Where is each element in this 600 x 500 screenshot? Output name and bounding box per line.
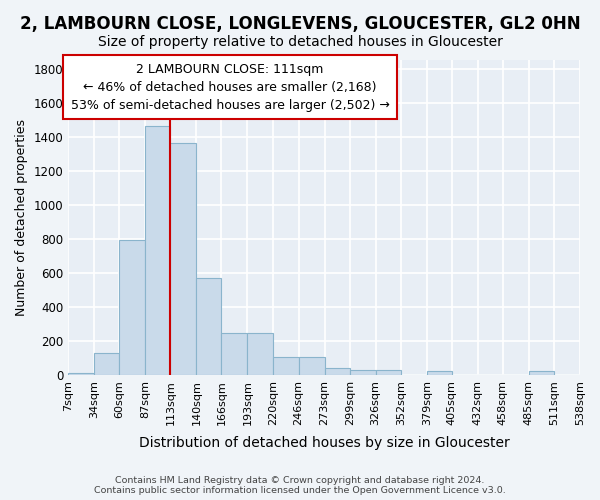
Bar (325, 368, 350, 375)
Text: 2, LAMBOURN CLOSE, LONGLEVENS, GLOUCESTER, GL2 0HN: 2, LAMBOURN CLOSE, LONGLEVENS, GLOUCESTE… (20, 15, 580, 33)
Bar (299, 357, 325, 375)
Text: Contains HM Land Registry data © Crown copyright and database right 2024.
Contai: Contains HM Land Registry data © Crown c… (94, 476, 506, 495)
Bar (68, 373, 94, 375)
Bar (376, 370, 401, 375)
Bar (274, 357, 299, 375)
Bar (247, 333, 274, 375)
Bar (94, 353, 119, 375)
Bar (196, 278, 221, 375)
Bar (221, 333, 247, 375)
Bar (119, 240, 145, 375)
Bar (427, 372, 452, 375)
Y-axis label: Number of detached properties: Number of detached properties (15, 119, 28, 316)
Text: 2 LAMBOURN CLOSE: 111sqm
← 46% of detached houses are smaller (2,168)
53% of sem: 2 LAMBOURN CLOSE: 111sqm ← 46% of detach… (71, 62, 389, 112)
Bar (145, 126, 170, 375)
X-axis label: Distribution of detached houses by size in Gloucester: Distribution of detached houses by size … (139, 436, 509, 450)
Text: Size of property relative to detached houses in Gloucester: Size of property relative to detached ho… (98, 35, 502, 49)
Bar (350, 370, 376, 375)
Bar (529, 372, 554, 375)
Bar (170, 144, 196, 375)
